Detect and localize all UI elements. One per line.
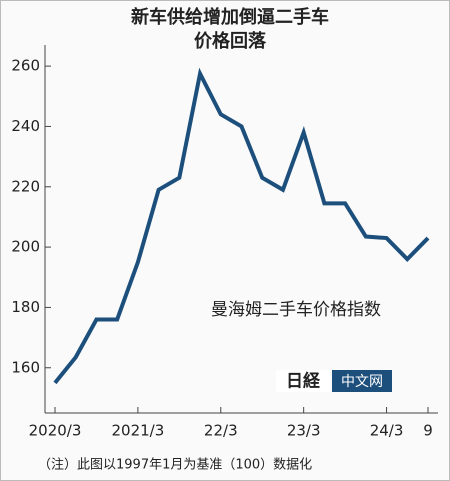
y-tick-label: 160 <box>11 358 40 376</box>
y-tick-label: 200 <box>11 238 40 256</box>
logo-box <box>276 370 330 392</box>
chart-title: 新车供给增加倒逼二手车 <box>131 6 329 28</box>
note: （注）此图以1997年1月为基准（100）数据化 <box>38 458 312 473</box>
logo-label: 中文网 <box>341 374 383 390</box>
x-tick-label: 23/3 <box>287 422 321 440</box>
y-tick-label: 180 <box>11 298 40 316</box>
logo-label-box <box>332 370 392 392</box>
series-label: 曼海姆二手车价格指数 <box>211 300 381 320</box>
y-tick-label: 220 <box>11 177 40 195</box>
x-tick-label: 2021/3 <box>111 422 164 440</box>
x-tick-label: 22/3 <box>204 422 238 440</box>
x-tick-label: 2020/3 <box>29 422 82 440</box>
chart-subtitle: 价格回落 <box>194 30 267 52</box>
x-tick-label: 24/3 <box>370 422 404 440</box>
y-tick-label: 260 <box>11 57 40 75</box>
data-line <box>53 67 430 385</box>
x-tick-label: 9 <box>423 422 433 440</box>
logo-text: 日経 <box>286 371 321 392</box>
y-tick-label: 240 <box>11 117 40 135</box>
